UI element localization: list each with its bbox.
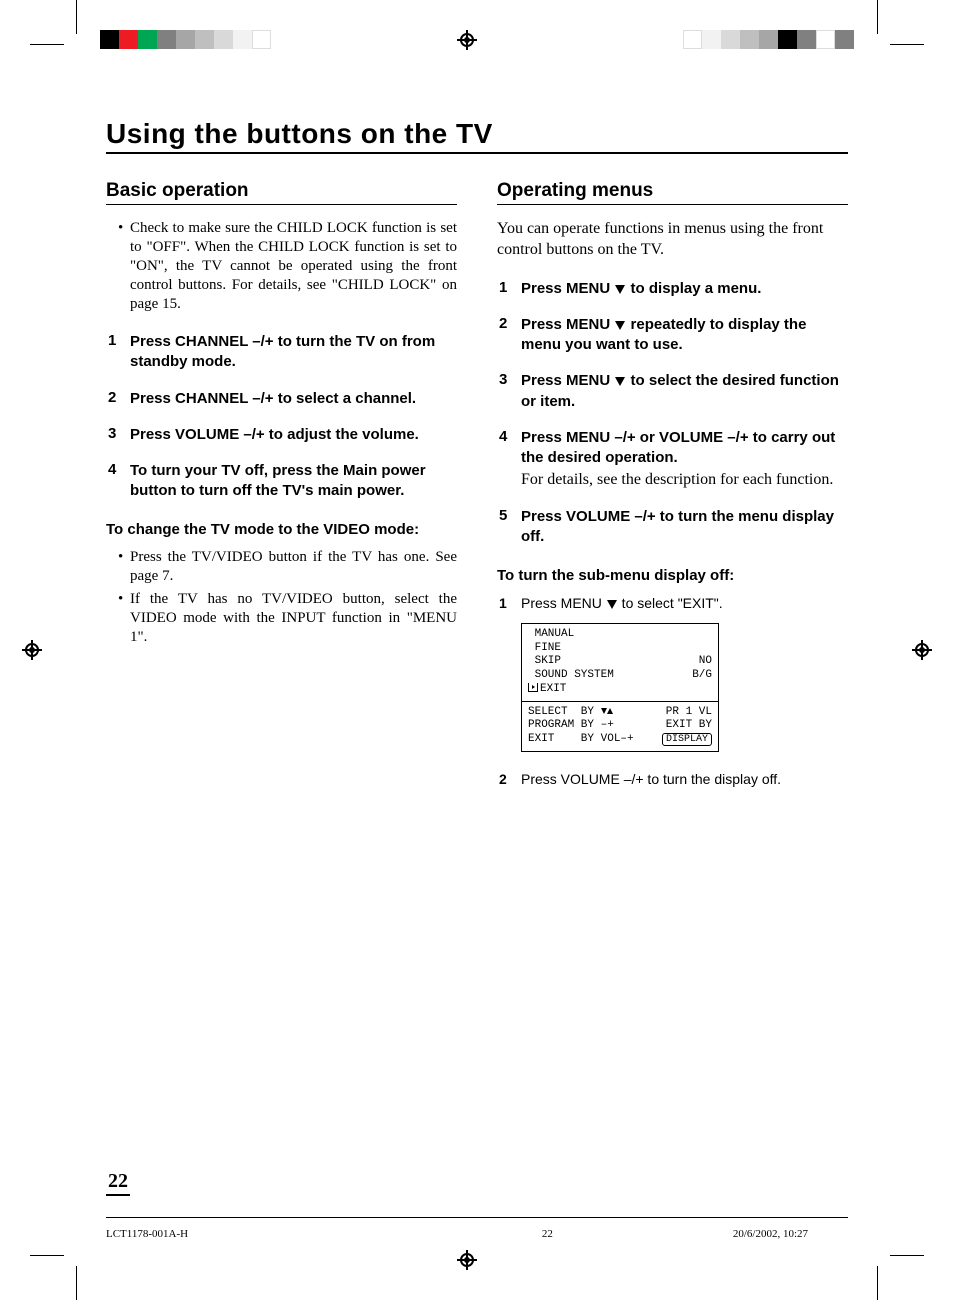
color-bar xyxy=(683,30,854,49)
bullet: Press the TV/VIDEO button if the TV has … xyxy=(106,548,457,586)
section-heading: Operating menus xyxy=(497,180,848,205)
color-bar xyxy=(100,30,271,49)
registration-mark xyxy=(457,30,477,50)
footer: LCT1178-001A-H 22 20/6/2002, 10:27 xyxy=(106,1217,848,1240)
page-number: 22 xyxy=(106,1170,130,1196)
footer-page: 22 xyxy=(542,1228,553,1240)
step: 4To turn your TV off, press the Main pow… xyxy=(106,461,457,502)
registration-mark xyxy=(457,1250,477,1270)
step: 5Press VOLUME –/+ to turn the menu displ… xyxy=(497,507,848,548)
step: 3Press MENU to select the desired functi… xyxy=(497,371,848,412)
sub-step: 2Press VOLUME –/+ to turn the display of… xyxy=(497,770,848,789)
step: 4Press MENU –/+ or VOLUME –/+ to carry o… xyxy=(497,428,848,491)
sub-heading: To turn the sub-menu display off: xyxy=(497,566,848,586)
sub-step: 1Press MENU to select "EXIT". xyxy=(497,594,848,613)
step: 2Press CHANNEL –/+ to select a channel. xyxy=(106,389,457,409)
step: 1Press CHANNEL –/+ to turn the TV on fro… xyxy=(106,332,457,373)
osd-menu-box: MANUAL FINE SKIPNO SOUND SYSTEMB/GEXITSE… xyxy=(521,623,719,752)
sub-heading: To change the TV mode to the VIDEO mode: xyxy=(106,520,457,540)
footer-doc: LCT1178-001A-H xyxy=(106,1228,542,1240)
intro-text: You can operate functions in menus using… xyxy=(497,219,848,261)
step: 2Press MENU repeatedly to display the me… xyxy=(497,315,848,356)
registration-mark xyxy=(22,640,42,660)
bullet: If the TV has no TV/VIDEO button, select… xyxy=(106,590,457,647)
step: 1Press MENU to display a menu. xyxy=(497,279,848,299)
footer-date: 20/6/2002, 10:27 xyxy=(733,1228,808,1240)
registration-mark xyxy=(912,640,932,660)
page-title: Using the buttons on the TV xyxy=(106,118,848,154)
step: 3Press VOLUME –/+ to adjust the volume. xyxy=(106,425,457,445)
section-heading: Basic operation xyxy=(106,180,457,205)
note-bullet: Check to make sure the CHILD LOCK functi… xyxy=(106,219,457,314)
